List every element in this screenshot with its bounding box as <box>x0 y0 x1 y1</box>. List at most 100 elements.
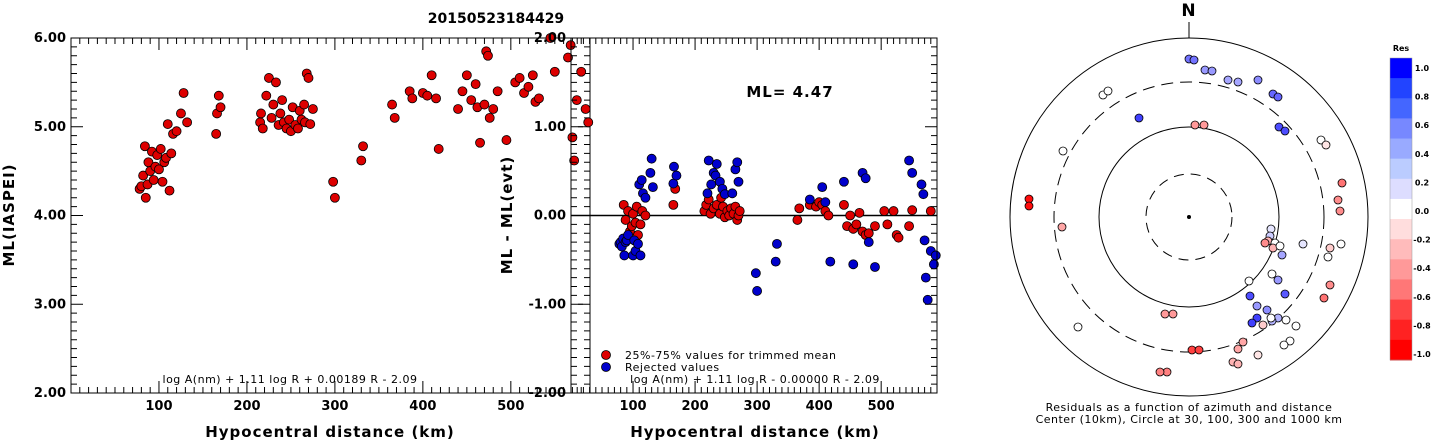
station-point <box>1189 55 1199 65</box>
ring-100km <box>1098 126 1280 308</box>
data-point <box>620 215 631 225</box>
data-point <box>640 210 651 221</box>
formula-label: log A(nm) + 1.11 log R - 0.00000 R - 2.0… <box>630 373 880 386</box>
x-tick-label: 200 <box>681 399 708 414</box>
station-point <box>1233 359 1243 369</box>
data-point <box>772 238 782 249</box>
station-point <box>1325 243 1335 253</box>
data-point <box>475 137 485 148</box>
data-point <box>920 272 931 283</box>
station-point <box>1277 250 1287 260</box>
colorbar-swatch <box>1390 299 1412 321</box>
data-point <box>671 170 682 181</box>
colorbar-swatch <box>1390 239 1412 260</box>
data-point <box>893 232 904 243</box>
data-point <box>422 90 433 101</box>
station-point <box>1024 201 1034 211</box>
data-point <box>257 123 268 134</box>
data-point <box>930 250 941 261</box>
colorbar-swatch <box>1390 98 1412 119</box>
data-point <box>305 119 316 129</box>
data-point <box>426 70 437 81</box>
legend-marker-rejected <box>601 362 611 372</box>
data-point <box>545 33 556 43</box>
colorbar-swatch <box>1390 138 1412 160</box>
data-point <box>839 199 849 210</box>
data-point <box>523 81 534 92</box>
data-point <box>139 141 150 152</box>
colorbar-tick-label: -0.6 <box>1413 293 1431 302</box>
station-point <box>1267 269 1277 279</box>
data-point <box>157 176 168 187</box>
data-point <box>162 119 173 129</box>
data-point <box>854 207 865 218</box>
data-points <box>134 33 594 203</box>
data-point <box>166 148 177 159</box>
y-tick-label: 3.00 <box>34 297 66 312</box>
data-point <box>583 117 594 128</box>
data-point <box>907 205 918 216</box>
data-point <box>863 228 874 239</box>
station-point <box>1103 86 1113 96</box>
colorbar-tick-label: 0.2 <box>1415 178 1429 187</box>
data-point <box>567 132 578 143</box>
data-point <box>328 176 339 187</box>
station-point <box>1253 75 1263 85</box>
data-point <box>492 86 503 97</box>
station-point <box>1336 239 1346 249</box>
station-point <box>1223 75 1233 85</box>
data-point <box>268 99 279 110</box>
data-point <box>640 192 651 203</box>
station-point <box>1252 301 1262 311</box>
data-point <box>466 95 477 106</box>
data-point <box>431 93 441 104</box>
data-point <box>732 157 743 168</box>
axis-ticks: 100 200 300 400 500 -2.00 -1.00 0.00 1.00 2.00 <box>529 31 937 414</box>
station-point <box>1247 318 1257 328</box>
station-point <box>1073 322 1083 332</box>
colorbar-tick-label: -0.4 <box>1413 264 1431 273</box>
station-point <box>1207 66 1217 76</box>
data-point <box>820 197 831 208</box>
colorbar-tick-label: -0.8 <box>1413 321 1431 330</box>
data-point <box>178 88 189 98</box>
data-point <box>453 104 463 114</box>
data-point <box>148 175 159 185</box>
data-point <box>576 66 587 77</box>
station-point <box>1245 291 1255 301</box>
data-point <box>633 238 643 249</box>
station-point <box>1280 289 1290 299</box>
data-point <box>635 250 646 261</box>
data-point <box>870 221 880 232</box>
y-tick-label: -1.00 <box>529 297 566 312</box>
data-point <box>580 104 591 114</box>
data-point <box>870 262 880 272</box>
data-point <box>770 256 781 267</box>
data-point <box>839 176 849 187</box>
north-label: N <box>1181 1 1196 21</box>
ring-30km <box>1145 173 1233 261</box>
figure-title: 20150523184429 <box>428 11 564 27</box>
colorbar-swatch <box>1390 259 1412 280</box>
colorbar-tick-label: 0.0 <box>1415 207 1430 216</box>
station-point <box>1233 77 1243 87</box>
colorbar-ticks: 1.0 0.8 0.6 0.4 0.2 0.0 -0.2 -0.4 -0.6 -0.8 -1.0 <box>1413 64 1431 359</box>
data-point <box>863 237 874 248</box>
colorbar-tick-label: 1.0 <box>1415 64 1430 73</box>
data-point <box>461 70 472 81</box>
data-point <box>534 93 544 104</box>
data-point <box>860 173 871 184</box>
data-point <box>176 108 186 119</box>
data-point <box>154 164 164 175</box>
y-axis-label: ML(IASPEI) <box>0 163 18 266</box>
colorbar-tick-label: -1.0 <box>1413 350 1431 359</box>
data-point <box>669 161 679 172</box>
station-point <box>1199 120 1209 130</box>
data-point <box>303 73 314 83</box>
residual-colorbar: Res 1.0 0.8 0.6 0.4 0.2 0.0 -0.2 -0.4 -0.6 -0.8 -1… <box>1389 44 1431 361</box>
data-point <box>703 155 714 166</box>
colorbar-swatch <box>1390 78 1412 99</box>
x-tick-label: 500 <box>868 399 895 414</box>
data-point <box>138 170 149 181</box>
data-point <box>752 286 763 296</box>
